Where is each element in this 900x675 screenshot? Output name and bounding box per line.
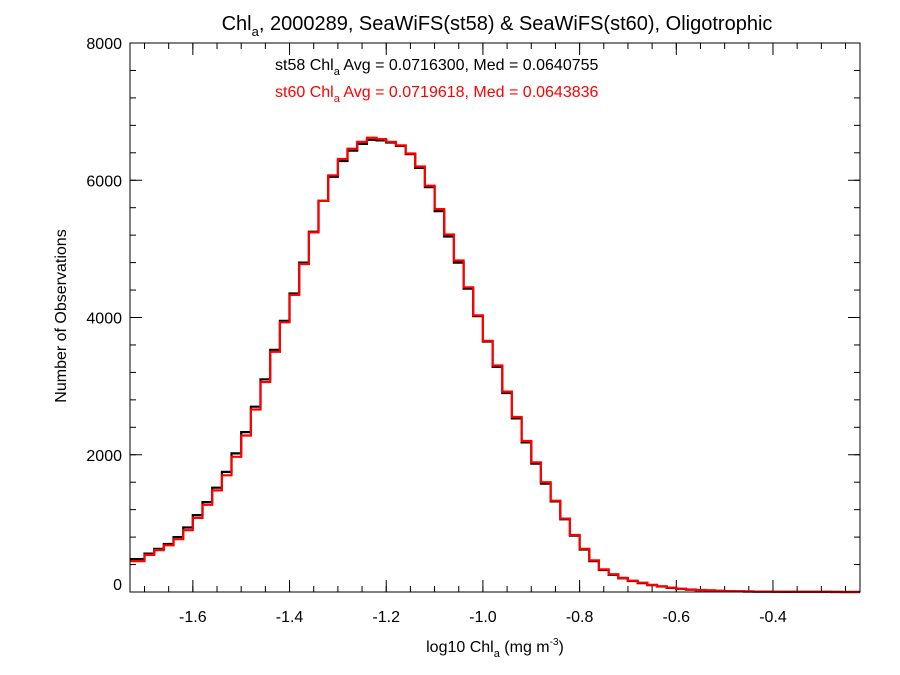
plot-area: -1.6 -1.4 -1.2 -1.0 -0.8 -0.6 -0.4 0 2000 4000 600… [86,36,861,626]
x-tick-label: -1.6 [179,609,207,626]
x-tick-label: -0.6 [663,609,691,626]
x-tick-label: -1.4 [276,609,304,626]
plot-frame [129,42,861,593]
annotation-st58: st58 Chla Avg = 0.0716300, Med = 0.06407… [275,57,599,78]
y-tick-label: 6000 [86,173,122,190]
y-tick-label: 0 [113,577,122,594]
y-tick-label: 8000 [86,36,122,53]
annotation-st60: st60 Chla Avg = 0.0719618, Med = 0.06438… [275,84,599,105]
x-axis-label: log10 Chla (mg m-3) [426,637,564,660]
x-tick-label: -1.2 [372,609,400,626]
y-tick-label: 2000 [86,448,122,465]
x-tick-label: -0.4 [759,609,787,626]
chart-title: Chla, 2000289, SeaWiFS(st58) & SeaWiFS(s… [222,13,773,39]
x-tick-label: -1.0 [469,609,497,626]
x-tick-label: -0.8 [566,609,594,626]
y-tick-label: 4000 [86,311,122,328]
y-axis-label: Number of Observations [53,229,70,402]
series-st60-line [130,136,860,594]
